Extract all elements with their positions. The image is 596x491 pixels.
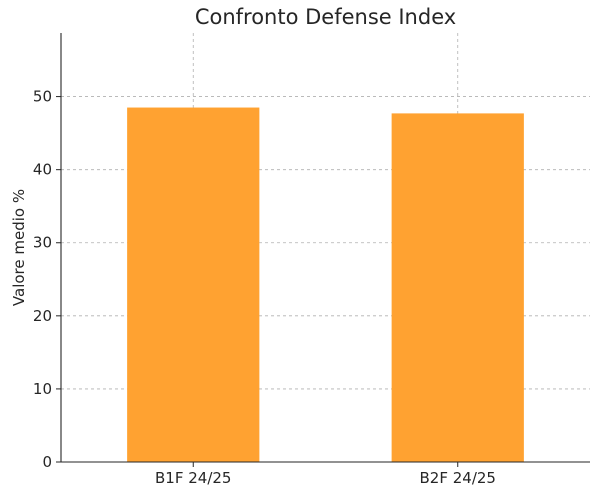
y-axis-ticks: 0 10 20 30 40 50: [33, 88, 61, 471]
y-tick-label: 50: [33, 88, 52, 106]
bar: [127, 107, 260, 463]
y-axis-label: Valore medio %: [10, 189, 28, 306]
chart-title: Confronto Defense Index: [195, 5, 456, 29]
y-tick-label: 0: [42, 453, 52, 471]
y-tick-label: 30: [33, 234, 52, 252]
bars: [127, 107, 524, 463]
x-tick-label: B2F 24/25: [420, 469, 496, 487]
y-tick-label: 40: [33, 161, 52, 179]
x-tick-label: B1F 24/25: [155, 469, 231, 487]
bar: [391, 113, 524, 463]
y-tick-label: 20: [33, 307, 52, 325]
x-axis-ticks: B1F 24/25 B2F 24/25: [155, 462, 496, 487]
y-tick-label: 10: [33, 380, 52, 398]
axes: [60, 33, 590, 463]
